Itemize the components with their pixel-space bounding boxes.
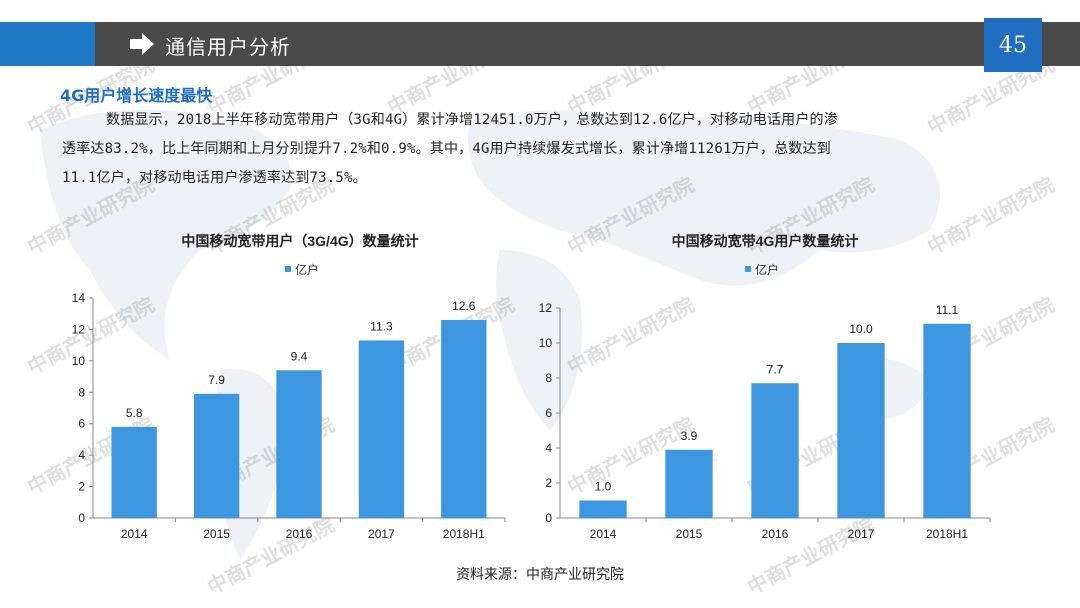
bar	[358, 340, 405, 518]
chart-title: 中国移动宽带4G用户数量统计	[672, 233, 859, 249]
bar	[579, 500, 627, 518]
sub-heading: 4G用户增长速度最快	[60, 86, 213, 105]
y-tick-label: 0	[78, 511, 85, 525]
y-tick-label: 2	[545, 476, 552, 490]
paragraph-line: 11.1亿户，对移动电话用户渗透率达到73.5%。	[62, 170, 367, 186]
data-label: 9.4	[291, 349, 308, 363]
y-tick-label: 10	[72, 354, 86, 368]
data-label: 12.6	[452, 299, 476, 313]
data-label: 3.9	[681, 429, 698, 443]
y-tick-label: 6	[545, 406, 552, 420]
page-number: 45	[984, 18, 1042, 72]
bar	[751, 383, 799, 518]
y-tick-label: 0	[545, 511, 552, 525]
bar	[923, 323, 971, 518]
paragraph-line: 数据显示，2018上半年移动宽带用户（3G和4G）累计净增12451.0万户，总…	[106, 112, 838, 128]
bar	[193, 393, 240, 518]
header-bar	[95, 22, 1080, 66]
y-tick-label: 14	[72, 291, 86, 305]
data-label: 5.8	[126, 406, 143, 420]
y-tick-label: 12	[72, 322, 86, 336]
bar	[276, 370, 322, 518]
bar	[111, 426, 157, 518]
y-tick-label: 12	[539, 301, 553, 315]
data-label: 1.0	[595, 480, 612, 494]
y-tick-label: 2	[78, 480, 85, 494]
x-tick-label: 2016	[286, 527, 313, 541]
x-tick-label: 2014	[121, 527, 148, 541]
y-tick-label: 8	[545, 371, 552, 385]
x-tick-label: 2018H1	[443, 527, 485, 541]
x-tick-label: 2018H1	[926, 527, 968, 541]
section-title: 通信用户分析	[165, 35, 291, 59]
x-tick-label: 2016	[762, 527, 789, 541]
legend-label: 亿户	[295, 262, 319, 277]
y-tick-label: 4	[78, 448, 85, 462]
y-tick-label: 6	[78, 417, 85, 431]
bar	[837, 343, 885, 518]
x-tick-label: 2015	[203, 527, 230, 541]
data-label: 10.0	[849, 322, 873, 336]
y-tick-label: 10	[539, 336, 553, 350]
legend-swatch	[285, 266, 291, 272]
arrow-right-icon	[130, 33, 154, 55]
x-tick-label: 2017	[848, 527, 875, 541]
x-tick-label: 2015	[676, 527, 703, 541]
legend-swatch	[745, 266, 751, 272]
x-tick-label: 2017	[368, 527, 395, 541]
source-note: 资料来源：中商产业研究院	[456, 567, 624, 583]
legend-label: 亿户	[755, 262, 779, 277]
y-tick-label: 8	[78, 385, 85, 399]
data-label: 7.7	[767, 362, 784, 376]
chart-title: 中国移动宽带用户（3G/4G）数量统计	[181, 233, 418, 249]
paragraph-line: 透率达83.2%，比上年同期和上月分别提升7.2%和0.9%。其中，4G用户持续…	[62, 141, 831, 157]
body-paragraph: 数据显示，2018上半年移动宽带用户（3G和4G）累计净增12451.0万户，总…	[62, 106, 1027, 193]
x-tick-label: 2014	[590, 527, 617, 541]
bar	[665, 449, 713, 518]
data-label: 11.3	[370, 319, 393, 333]
data-label: 7.9	[208, 373, 225, 387]
bar	[441, 320, 487, 518]
y-tick-label: 4	[545, 441, 552, 455]
data-label: 11.1	[936, 303, 959, 317]
